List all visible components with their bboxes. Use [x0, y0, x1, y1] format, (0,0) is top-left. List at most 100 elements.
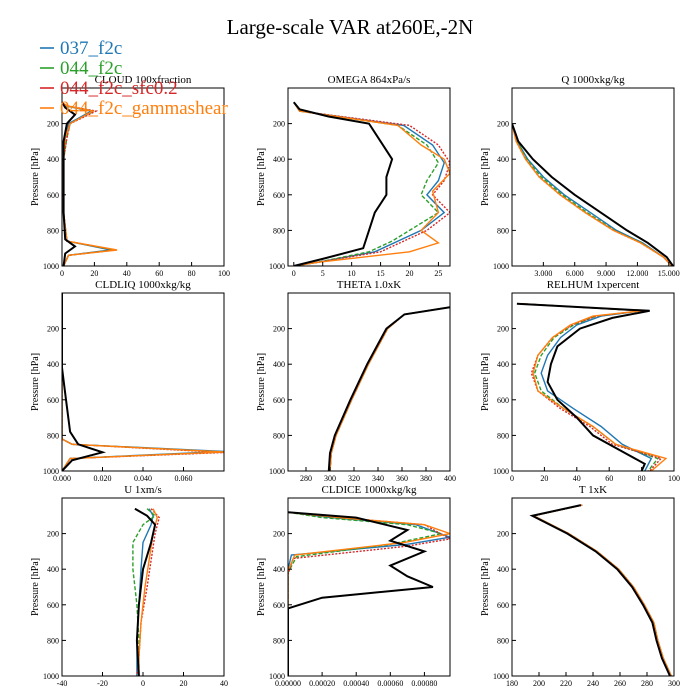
series-line-4	[520, 303, 668, 471]
y-tick-label: 400	[273, 155, 285, 164]
x-tick-label: 380	[420, 474, 432, 483]
series-line-3	[293, 101, 450, 266]
series-line-5	[512, 123, 674, 266]
series-line-1	[293, 101, 446, 266]
plot-frame	[511, 292, 675, 472]
y-axis-label: Pressure [hPa]	[30, 148, 41, 206]
x-tick-label: 5	[321, 269, 325, 278]
x-tick-label: 40	[123, 269, 131, 278]
x-tick-label: 400	[444, 474, 456, 483]
x-tick-label: 100	[668, 474, 680, 483]
series-line-4	[531, 504, 672, 676]
panel-title: THETA 1.0xK	[337, 279, 402, 291]
x-tick-label: 180	[506, 679, 518, 688]
x-tick-label: 10	[348, 269, 356, 278]
plot-frame	[287, 292, 451, 472]
x-tick-label: 340	[372, 474, 384, 483]
plot-frame	[287, 87, 451, 267]
x-tick-label: 260	[614, 679, 626, 688]
x-tick-label: 20	[90, 269, 98, 278]
y-tick-label: 200	[497, 120, 509, 129]
panel-title: OMEGA 864xPa/s	[328, 74, 411, 86]
series-line-5	[288, 511, 434, 676]
x-tick-label: 0.000	[53, 474, 71, 483]
y-tick-label: 200	[47, 325, 59, 334]
series-line-2	[288, 511, 442, 676]
series-line-3	[520, 303, 663, 471]
x-tick-label: 240	[587, 679, 599, 688]
panel-title: CLOUD 100xfraction	[95, 74, 192, 86]
x-tick-label: 40	[220, 679, 228, 688]
x-tick-label: -20	[97, 679, 108, 688]
y-axis-label: Pressure [hPa]	[30, 558, 41, 616]
series-line-1	[288, 511, 450, 676]
y-tick-label: 800	[497, 226, 509, 235]
panel-6: RELHUM 1xpercent2004006008001000Pressure…	[480, 279, 680, 483]
legend-label: 044_f2c_gammashear	[60, 98, 228, 119]
y-tick-label: 600	[47, 601, 59, 610]
x-tick-label: 100	[218, 269, 230, 278]
y-tick-label: 400	[47, 565, 59, 574]
legend: 037_f2c044_f2c044_f2c_sfc0.2044_f2c_gamm…	[40, 38, 228, 119]
y-tick-label: 200	[47, 120, 59, 129]
panels: CLOUD 100xfraction2004006008001000Pressu…	[30, 74, 680, 688]
y-tick-label: 400	[497, 155, 509, 164]
panel-8: CLDICE 1000xkg/kg 200 400 600 800 1000 Pressur…	[256, 484, 451, 688]
y-tick-label: 1000	[493, 672, 509, 681]
series-group	[288, 511, 450, 676]
series-line-4	[62, 101, 118, 266]
series-line-1	[62, 293, 224, 471]
series-line-2	[132, 508, 157, 676]
y-tick-label: 600	[47, 396, 59, 405]
y-tick-label: 1000	[43, 262, 59, 271]
y-tick-label: 800	[273, 226, 285, 235]
legend-item-3: 044_f2c_sfc0.2	[40, 78, 178, 99]
y-tick-label: 1000	[269, 672, 285, 681]
series-group	[516, 302, 668, 471]
y-axis-label: Pressure [hPa]	[256, 148, 267, 206]
series-line-5	[62, 101, 77, 266]
series-line-5	[62, 293, 107, 471]
y-tick-label: 600	[497, 601, 509, 610]
x-tick-label: 300	[324, 474, 336, 483]
series-line-4	[288, 511, 450, 676]
x-tick-label: 0.00080	[411, 679, 437, 688]
y-tick-label: 1000	[269, 467, 285, 476]
x-tick-label: 80	[638, 474, 646, 483]
y-axis-label: Pressure [hPa]	[256, 558, 267, 616]
legend-item-2: 044_f2c	[40, 58, 122, 79]
x-tick-label: 300	[668, 679, 680, 688]
y-tick-label: 200	[273, 530, 285, 539]
series-group	[529, 504, 672, 676]
series-line-5	[529, 504, 671, 676]
y-tick-label: 600	[273, 396, 285, 405]
x-tick-label: 9.000	[597, 269, 615, 278]
x-tick-label: 6.000	[566, 269, 584, 278]
y-axis-label: Pressure [hPa]	[480, 148, 491, 206]
x-tick-label: 0.00000	[275, 679, 301, 688]
x-tick-label: 80	[188, 269, 196, 278]
legend-label: 037_f2c	[60, 38, 122, 59]
y-tick-label: 200	[497, 325, 509, 334]
series-group	[62, 293, 224, 471]
series-line-4	[293, 101, 450, 266]
y-tick-label: 400	[273, 360, 285, 369]
panel-3: Q 1000xkg/kg 200 400 600 800 1000 Pressure [hP…	[480, 74, 680, 278]
legend-label: 044_f2c_sfc0.2	[60, 78, 178, 99]
x-tick-label: 0.00020	[309, 679, 335, 688]
x-tick-label: 0.040	[134, 474, 152, 483]
y-tick-label: 800	[273, 431, 285, 440]
y-axis-label: Pressure [hPa]	[480, 353, 491, 411]
x-tick-label: 3.000	[534, 269, 552, 278]
series-line-1	[531, 504, 672, 676]
panel-title: U 1xm/s	[124, 484, 162, 496]
panel-title: CLDICE 1000xkg/kg	[321, 484, 417, 496]
y-tick-label: 600	[273, 191, 285, 200]
series-line-3	[531, 504, 672, 676]
y-tick-label: 600	[273, 601, 285, 610]
panel-title: RELHUM 1xpercent	[547, 279, 640, 291]
x-tick-label: 25	[434, 269, 442, 278]
series-line-3	[329, 306, 450, 471]
x-tick-label: 0	[292, 269, 296, 278]
